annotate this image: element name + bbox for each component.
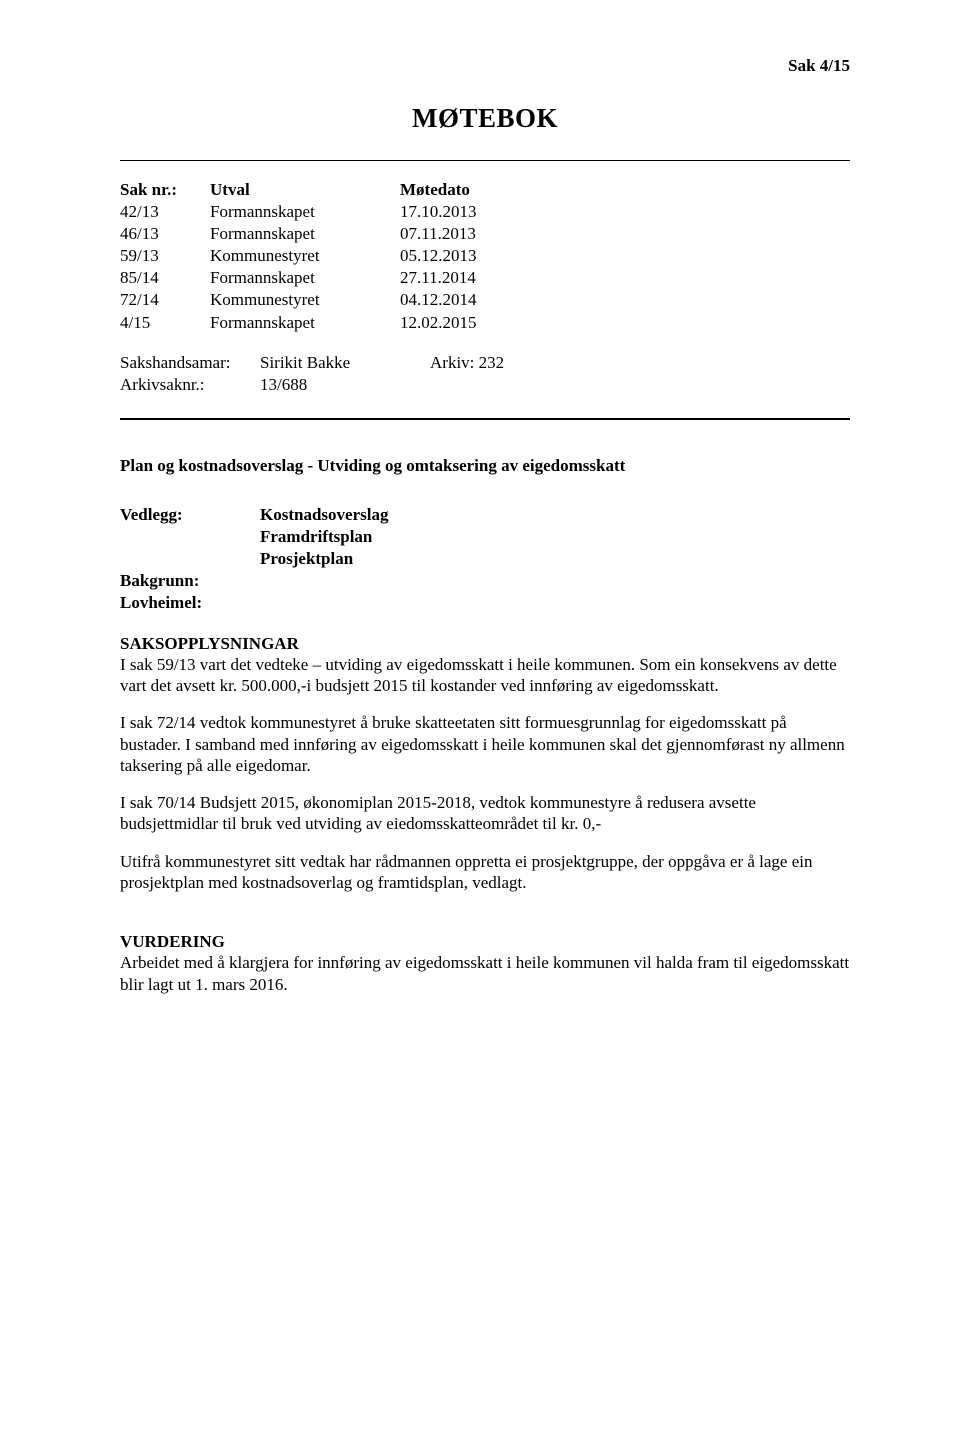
lovheimel-row: Lovheimel:	[120, 592, 850, 614]
cell-saknr: 46/13	[120, 223, 210, 245]
cell-dato: 17.10.2013	[400, 201, 680, 223]
cell-saknr: 85/14	[120, 267, 210, 289]
cell-saknr: 4/15	[120, 312, 210, 334]
cell-saknr: 42/13	[120, 201, 210, 223]
table-row: 42/13 Formannskapet 17.10.2013	[120, 201, 850, 223]
empty	[120, 526, 260, 548]
cell-utval: Formannskapet	[210, 267, 400, 289]
spacer	[120, 909, 850, 919]
body-paragraph: I sak 59/13 vart det vedteke – utviding …	[120, 654, 850, 697]
body-paragraph: I sak 70/14 Budsjett 2015, økonomiplan 2…	[120, 792, 850, 835]
case-table: Sak nr.: Utval Møtedato 42/13 Formannska…	[120, 179, 850, 334]
arkiv-label: Arkiv: 232	[430, 352, 504, 374]
vurdering-heading: VURDERING	[120, 931, 850, 952]
saksopplysningar-heading: SAKSOPPLYSNINGAR	[120, 633, 850, 654]
body-paragraph: Utifrå kommunestyret sitt vedtak har råd…	[120, 851, 850, 894]
case-reference: Sak 4/15	[120, 55, 850, 76]
meta-row: Sakshandsamar: Sirikit Bakke Arkiv: 232	[120, 352, 850, 374]
cell-utval: Kommunestyret	[210, 289, 400, 311]
table-row: 72/14 Kommunestyret 04.12.2014	[120, 289, 850, 311]
arkivsaknr-value: 13/688	[260, 374, 430, 396]
cell-saknr: 59/13	[120, 245, 210, 267]
vedlegg-block: Vedlegg: Kostnadsoverslag Framdriftsplan…	[120, 504, 850, 614]
cell-utval: Formannskapet	[210, 201, 400, 223]
meta-block: Sakshandsamar: Sirikit Bakke Arkiv: 232 …	[120, 352, 850, 396]
cell-utval: Formannskapet	[210, 223, 400, 245]
cell-dato: 05.12.2013	[400, 245, 680, 267]
arkivsaknr-label: Arkivsaknr.:	[120, 374, 260, 396]
cell-dato: 27.11.2014	[400, 267, 680, 289]
table-row: 85/14 Formannskapet 27.11.2014	[120, 267, 850, 289]
body-paragraph: I sak 72/14 vedtok kommunestyret å bruke…	[120, 712, 850, 776]
vedlegg-row: Vedlegg: Kostnadsoverslag	[120, 504, 850, 526]
bakgrunn-row: Bakgrunn:	[120, 570, 850, 592]
lovheimel-label: Lovheimel:	[120, 592, 260, 614]
divider-mid	[120, 418, 850, 420]
meta-row: Arkivsaknr.: 13/688	[120, 374, 850, 396]
cell-dato: 04.12.2014	[400, 289, 680, 311]
document-page: Sak 4/15 MØTEBOK Sak nr.: Utval Møtedato…	[0, 0, 960, 1438]
vedlegg-item: Framdriftsplan	[260, 526, 372, 548]
sakshandsamar-label: Sakshandsamar:	[120, 352, 260, 374]
vedlegg-label: Vedlegg:	[120, 504, 260, 526]
cell-dato: 07.11.2013	[400, 223, 680, 245]
cell-dato: 12.02.2015	[400, 312, 680, 334]
page-title: MØTEBOK	[120, 102, 850, 136]
case-table-header: Sak nr.: Utval Møtedato	[120, 179, 850, 201]
vedlegg-item: Kostnadsoverslag	[260, 504, 388, 526]
sakshandsamar-value: Sirikit Bakke	[260, 352, 430, 374]
cell-saknr: 72/14	[120, 289, 210, 311]
cell-utval: Formannskapet	[210, 312, 400, 334]
table-row: 59/13 Kommunestyret 05.12.2013	[120, 245, 850, 267]
empty	[120, 548, 260, 570]
vedlegg-row: Framdriftsplan	[120, 526, 850, 548]
vedlegg-row: Prosjektplan	[120, 548, 850, 570]
body-paragraph: Arbeidet med å klargjera for innføring a…	[120, 952, 850, 995]
col-utval: Utval	[210, 179, 400, 201]
col-saknr: Sak nr.:	[120, 179, 210, 201]
col-motedato: Møtedato	[400, 179, 680, 201]
table-row: 46/13 Formannskapet 07.11.2013	[120, 223, 850, 245]
plan-title: Plan og kostnadsoverslag - Utviding og o…	[120, 455, 850, 476]
divider-top	[120, 160, 850, 161]
cell-utval: Kommunestyret	[210, 245, 400, 267]
table-row: 4/15 Formannskapet 12.02.2015	[120, 312, 850, 334]
vedlegg-item: Prosjektplan	[260, 548, 353, 570]
bakgrunn-label: Bakgrunn:	[120, 570, 260, 592]
